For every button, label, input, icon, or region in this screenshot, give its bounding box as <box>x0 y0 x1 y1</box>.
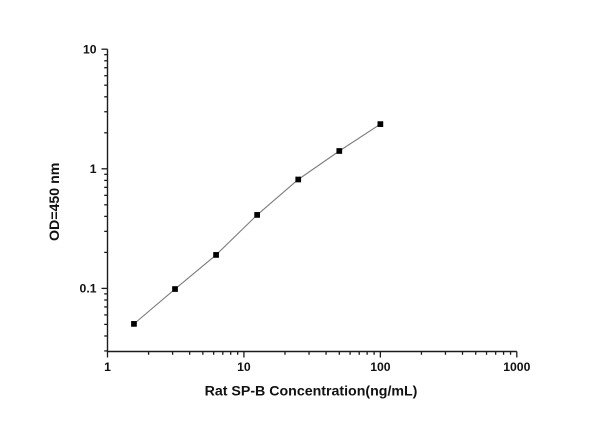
svg-text:100: 100 <box>370 360 391 374</box>
svg-text:0.1: 0.1 <box>80 282 97 296</box>
svg-text:OD=450 nm: OD=450 nm <box>47 163 63 241</box>
svg-text:1: 1 <box>90 162 97 176</box>
svg-text:1000: 1000 <box>503 360 530 374</box>
svg-text:10: 10 <box>83 43 97 57</box>
svg-text:1: 1 <box>104 360 111 374</box>
svg-text:10: 10 <box>237 360 251 374</box>
svg-text:Rat SP-B Concentration(ng/mL): Rat SP-B Concentration(ng/mL) <box>205 384 418 400</box>
